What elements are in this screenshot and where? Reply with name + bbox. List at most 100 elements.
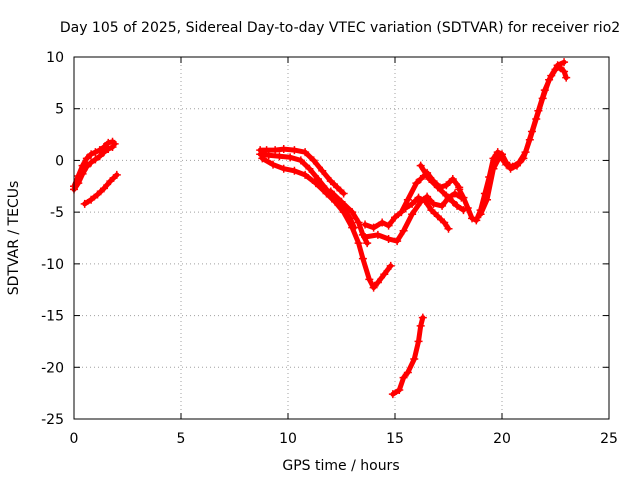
series-track-8 — [361, 168, 464, 232]
series-line — [456, 64, 569, 223]
data-point — [91, 148, 100, 157]
grid-lines — [74, 57, 609, 419]
data-point — [339, 189, 348, 198]
data-point — [87, 150, 96, 159]
data-point — [322, 189, 331, 198]
series-track-3 — [80, 170, 121, 208]
series-line — [478, 59, 567, 217]
data-point — [275, 152, 284, 161]
data-point — [388, 390, 397, 399]
y-tick-label: -10 — [41, 257, 64, 273]
data-point — [337, 197, 346, 206]
data-point — [380, 270, 389, 279]
data-point — [373, 278, 382, 287]
x-tick-labels: 0 5 10 15 20 25 — [70, 431, 618, 447]
y-tick-label: 5 — [55, 102, 64, 118]
data-point — [444, 224, 453, 233]
data-point — [450, 189, 459, 198]
series-track-6 — [258, 154, 395, 292]
data-point — [348, 223, 357, 232]
series-track-2 — [70, 142, 117, 194]
data-point — [82, 154, 91, 163]
series-track-4 — [256, 145, 348, 198]
plot-frame — [73, 56, 610, 420]
series-track-12 — [388, 313, 427, 399]
series-track-11 — [416, 161, 468, 215]
data-point — [386, 261, 395, 270]
data-point — [365, 275, 374, 284]
data-point — [448, 175, 457, 184]
series-track-10 — [401, 193, 453, 233]
data-point — [416, 321, 425, 330]
data-point — [305, 164, 314, 173]
data-point — [358, 254, 367, 263]
data-point — [408, 210, 417, 219]
data-point — [397, 208, 406, 217]
y-axis-label: SDTVAR / TECUs — [6, 181, 22, 296]
data-point — [440, 218, 449, 227]
data-series — [70, 58, 571, 399]
data-point — [318, 166, 327, 175]
data-point — [476, 210, 485, 219]
data-point — [534, 106, 543, 115]
data-point — [483, 195, 492, 204]
data-point — [279, 164, 288, 173]
data-point — [311, 179, 320, 188]
data-point — [401, 204, 410, 213]
data-point — [420, 196, 429, 205]
data-point — [391, 213, 399, 222]
data-point — [521, 148, 530, 157]
data-point — [427, 206, 436, 215]
data-point — [468, 214, 477, 223]
data-point — [87, 195, 96, 204]
data-point — [369, 283, 378, 292]
y-tick-labels: -25 -20 -15 -10 -5 0 5 10 — [41, 50, 64, 428]
data-point — [423, 192, 432, 201]
data-point — [378, 218, 387, 227]
x-tick-label: 5 — [177, 431, 186, 447]
data-point — [301, 148, 310, 157]
data-point — [453, 201, 462, 210]
data-point — [442, 181, 451, 190]
series-track-14 — [476, 58, 569, 219]
data-point — [410, 355, 419, 364]
data-point — [91, 155, 100, 164]
chart-title: Day 105 of 2025, Sidereal Day-to-day VTE… — [60, 20, 620, 36]
data-point — [99, 148, 108, 157]
data-point — [433, 212, 442, 221]
y-tick-label: 10 — [46, 50, 64, 66]
data-point — [416, 175, 425, 184]
y-tick-label: -25 — [41, 412, 64, 428]
data-point — [333, 183, 342, 192]
data-point — [78, 169, 87, 178]
data-point — [495, 152, 504, 161]
data-point — [269, 160, 278, 169]
data-point — [106, 177, 115, 186]
data-point — [264, 151, 273, 160]
y-tick-label: -5 — [50, 205, 64, 221]
x-tick-label: 20 — [493, 431, 511, 447]
data-point — [393, 237, 402, 246]
data-point — [326, 177, 335, 186]
x-tick-label: 0 — [70, 431, 79, 447]
data-point — [290, 146, 299, 155]
data-point — [560, 58, 569, 67]
data-point — [99, 184, 108, 193]
data-point — [384, 235, 393, 244]
data-point — [104, 145, 113, 154]
y-tick-label: 0 — [55, 153, 64, 169]
data-point — [399, 373, 408, 382]
data-point — [540, 86, 549, 95]
data-point — [489, 164, 498, 173]
data-point — [429, 199, 438, 208]
data-point — [562, 73, 571, 82]
data-point — [425, 175, 434, 184]
data-point — [74, 179, 83, 188]
data-point — [363, 239, 372, 248]
data-point — [515, 158, 524, 167]
series-line — [403, 195, 451, 232]
data-point — [348, 208, 357, 217]
data-point — [290, 166, 299, 175]
data-point — [296, 156, 305, 165]
